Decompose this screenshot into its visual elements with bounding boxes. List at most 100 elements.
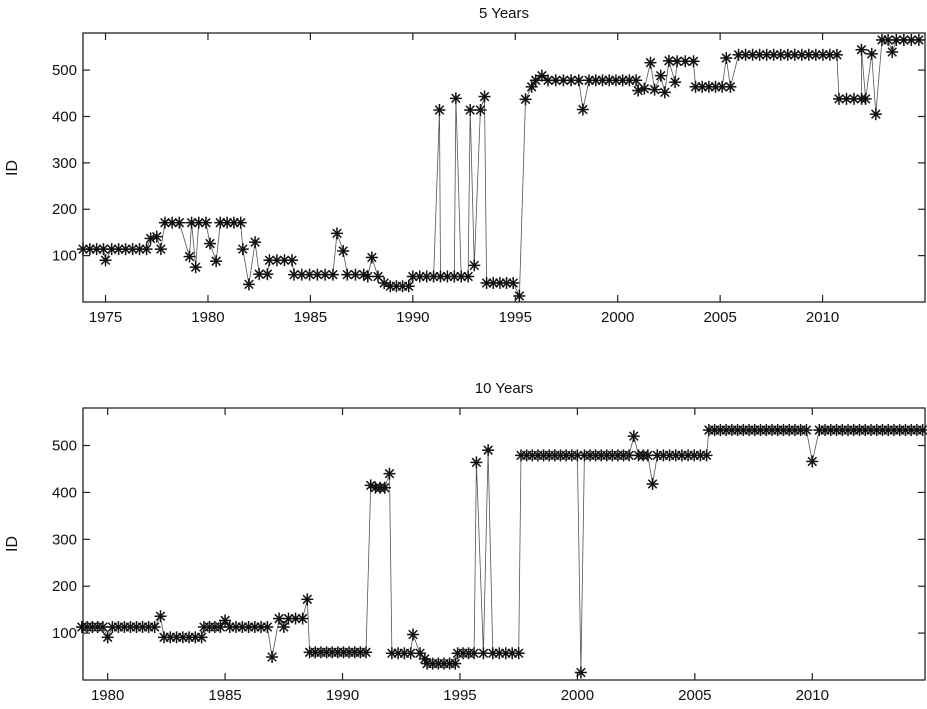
data-point bbox=[806, 455, 819, 468]
series-line bbox=[83, 39, 919, 297]
chart-title: 5 Years bbox=[479, 5, 529, 22]
y-tick-label: 400 bbox=[52, 108, 77, 125]
data-point bbox=[529, 74, 542, 87]
data-point bbox=[627, 430, 640, 443]
axes-frame bbox=[82, 407, 926, 681]
data-point bbox=[468, 647, 481, 660]
axes-frame bbox=[82, 32, 926, 303]
chart-title: 10 Years bbox=[475, 380, 533, 397]
data-point bbox=[204, 237, 217, 250]
y-tick-label: 500 bbox=[52, 438, 77, 455]
data-point bbox=[464, 103, 477, 116]
series-line bbox=[81, 429, 923, 673]
data-point bbox=[427, 270, 440, 283]
panel-5-years: 5 Years ID 1975 1980 1985 1990 1995 2000 2005 2… bbox=[4, 5, 926, 326]
y-axis-label: ID bbox=[4, 160, 21, 176]
x-tick-label: 1990 bbox=[396, 309, 429, 326]
data-point bbox=[261, 621, 274, 634]
data-point bbox=[855, 43, 868, 56]
y-tick-label: 300 bbox=[52, 531, 77, 548]
data-point bbox=[150, 230, 163, 243]
data-point bbox=[455, 270, 468, 283]
data-point bbox=[173, 216, 186, 229]
x-tick-label: 1980 bbox=[191, 309, 224, 326]
data-point bbox=[433, 103, 446, 116]
data-point bbox=[285, 254, 298, 267]
data-point bbox=[482, 444, 495, 457]
data-point bbox=[331, 227, 344, 240]
y-tick-label: 400 bbox=[52, 484, 77, 501]
data-point bbox=[383, 467, 396, 480]
data-point bbox=[337, 244, 350, 257]
data-point bbox=[236, 243, 249, 256]
data-point bbox=[154, 610, 167, 623]
data-point bbox=[512, 647, 525, 660]
data-point bbox=[462, 270, 475, 283]
data-point bbox=[214, 216, 227, 229]
data-point bbox=[112, 243, 125, 256]
x-tick-label: 2005 bbox=[703, 309, 736, 326]
data-point bbox=[263, 254, 276, 267]
data-point bbox=[470, 456, 483, 469]
x-tick-label: 2010 bbox=[806, 309, 839, 326]
data-point bbox=[700, 449, 713, 462]
data-point bbox=[753, 48, 766, 61]
data-point bbox=[507, 276, 520, 289]
data-point bbox=[154, 243, 167, 256]
data-point bbox=[301, 593, 314, 606]
data-point bbox=[360, 646, 373, 659]
data-point bbox=[210, 255, 223, 268]
y-tick-label: 500 bbox=[52, 62, 77, 79]
data-point bbox=[83, 243, 96, 256]
panel-10-years: 10 Years ID 1980 1985 1990 1995 2000 2005 2010… bbox=[4, 380, 927, 704]
data-point bbox=[474, 103, 487, 116]
data-point bbox=[513, 289, 526, 302]
data-point bbox=[282, 612, 295, 625]
data-point bbox=[519, 93, 532, 106]
data-point bbox=[572, 74, 585, 87]
data-point bbox=[249, 236, 262, 249]
y-tick-label: 100 bbox=[52, 625, 77, 642]
data-point bbox=[886, 46, 899, 59]
data-point bbox=[234, 216, 247, 229]
data-point bbox=[192, 216, 205, 229]
data-point bbox=[266, 651, 279, 664]
data-point bbox=[303, 268, 316, 281]
data-point bbox=[406, 628, 419, 641]
data-point bbox=[823, 48, 836, 61]
x-tick-label: 1985 bbox=[294, 309, 327, 326]
data-point bbox=[623, 449, 636, 462]
data-point bbox=[140, 243, 153, 256]
data-point bbox=[865, 47, 878, 60]
data-point bbox=[638, 82, 651, 95]
data-point bbox=[402, 280, 415, 293]
x-tick-label: 2005 bbox=[678, 687, 711, 704]
data-point bbox=[832, 92, 845, 105]
data-point bbox=[101, 631, 114, 644]
data-point bbox=[916, 424, 927, 437]
data-point bbox=[261, 268, 274, 281]
data-point bbox=[277, 621, 290, 634]
data-point bbox=[468, 259, 481, 272]
data-point bbox=[654, 69, 667, 82]
x-tick-label: 1990 bbox=[326, 687, 359, 704]
data-point bbox=[183, 250, 196, 263]
data-point bbox=[724, 80, 737, 93]
data-point bbox=[219, 614, 232, 627]
data-point bbox=[658, 86, 671, 99]
y-axis-label: ID bbox=[4, 536, 21, 552]
data-point bbox=[716, 80, 729, 93]
data-point bbox=[144, 232, 157, 245]
data-point bbox=[788, 48, 801, 61]
data-point bbox=[288, 268, 301, 281]
data-point bbox=[669, 76, 682, 89]
x-tick-label: 1995 bbox=[443, 687, 476, 704]
data-point bbox=[296, 612, 309, 625]
x-tick-label: 1975 bbox=[89, 309, 122, 326]
data-point bbox=[800, 424, 813, 437]
data-point bbox=[859, 92, 872, 105]
y-tick-label: 300 bbox=[52, 155, 77, 172]
x-tick-label: 2000 bbox=[561, 687, 594, 704]
y-tick-label: 100 bbox=[52, 248, 77, 265]
